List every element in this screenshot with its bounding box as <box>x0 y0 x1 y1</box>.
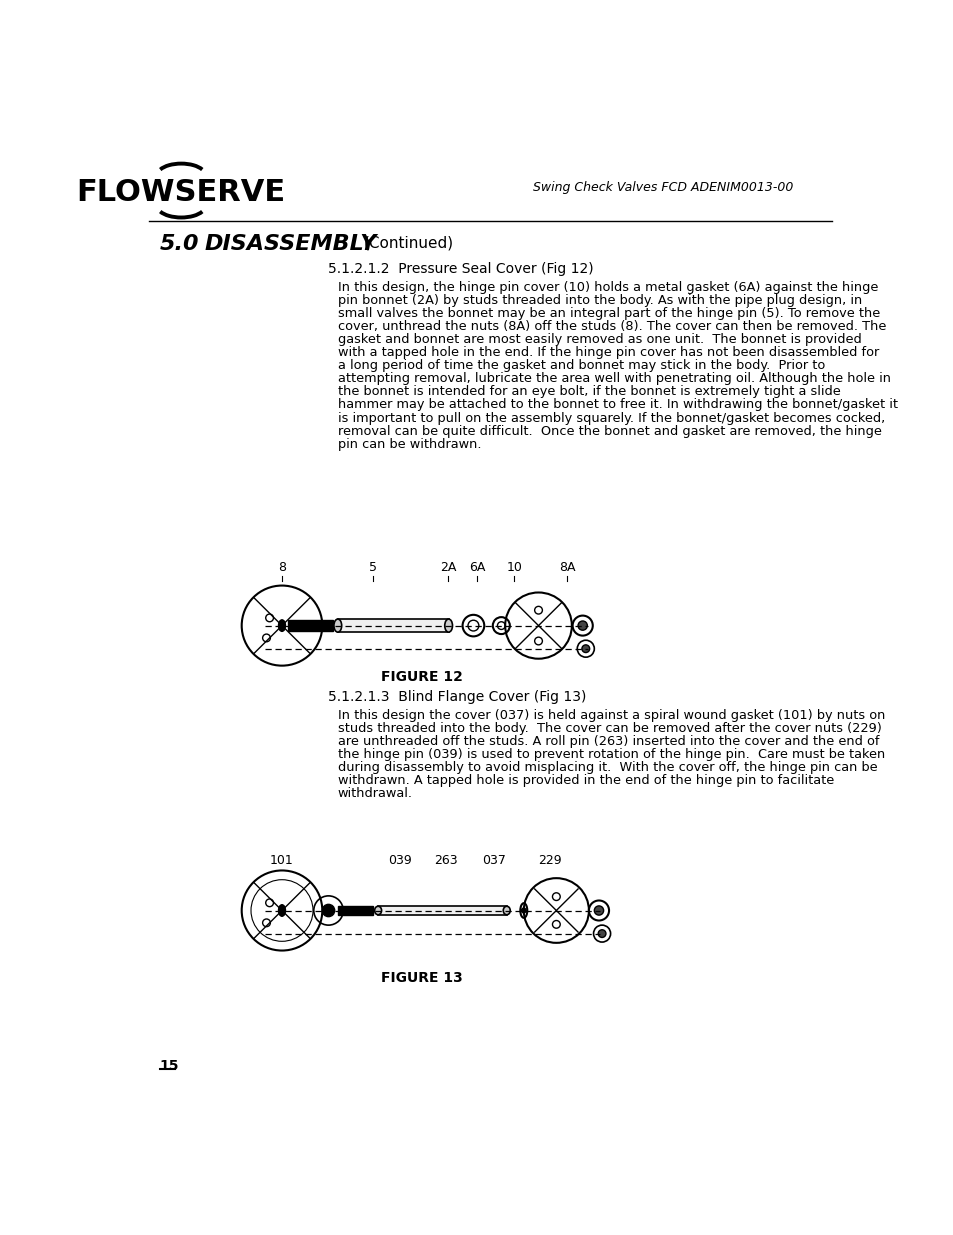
Text: 5: 5 <box>369 561 377 574</box>
Text: the hinge pin (039) is used to prevent rotation of the hinge pin.  Care must be : the hinge pin (039) is used to prevent r… <box>337 748 884 761</box>
Text: pin can be withdrawn.: pin can be withdrawn. <box>337 437 481 451</box>
Text: In this design the cover (037) is held against a spiral wound gasket (101) by nu: In this design the cover (037) is held a… <box>337 709 884 721</box>
Text: attempting removal, lubricate the area well with penetrating oil. Although the h: attempting removal, lubricate the area w… <box>337 372 890 385</box>
Text: pin bonnet (2A) by studs threaded into the body. As with the pipe plug design, i: pin bonnet (2A) by studs threaded into t… <box>337 294 862 306</box>
Ellipse shape <box>278 905 285 916</box>
Circle shape <box>521 908 525 913</box>
Text: during disassembly to avoid misplacing it.  With the cover off, the hinge pin ca: during disassembly to avoid misplacing i… <box>337 761 877 774</box>
Text: removal can be quite difficult.  Once the bonnet and gasket are removed, the hin: removal can be quite difficult. Once the… <box>337 425 881 437</box>
Text: 2A: 2A <box>439 561 456 574</box>
Text: hammer may be attached to the bonnet to free it. In withdrawing the bonnet/gaske: hammer may be attached to the bonnet to … <box>337 399 897 411</box>
Text: 15: 15 <box>159 1060 179 1073</box>
Text: 037: 037 <box>482 853 506 867</box>
Text: 10: 10 <box>506 561 522 574</box>
Text: gasket and bonnet are most easily removed as one unit.  The bonnet is provided: gasket and bonnet are most easily remove… <box>337 333 861 346</box>
Text: 5.1.2.1.2  Pressure Seal Cover (Fig 12): 5.1.2.1.2 Pressure Seal Cover (Fig 12) <box>328 262 594 277</box>
Text: DISASSEMBLY: DISASSEMBLY <box>204 235 376 254</box>
Ellipse shape <box>334 619 341 632</box>
Text: 263: 263 <box>434 853 457 867</box>
Text: (Continued): (Continued) <box>364 236 454 251</box>
Text: 8: 8 <box>277 561 286 574</box>
Ellipse shape <box>375 906 381 915</box>
Bar <box>337 906 373 915</box>
Bar <box>337 619 448 632</box>
Text: a long period of time the gasket and bonnet may stick in the body.  Prior to: a long period of time the gasket and bon… <box>337 359 824 372</box>
Text: cover, unthread the nuts (8A) off the studs (8). The cover can then be removed. : cover, unthread the nuts (8A) off the st… <box>337 320 885 333</box>
Text: Swing Check Valves FCD ADENIM0013-00: Swing Check Valves FCD ADENIM0013-00 <box>533 180 793 194</box>
Text: withdrawn. A tapped hole is provided in the end of the hinge pin to facilitate: withdrawn. A tapped hole is provided in … <box>337 774 833 787</box>
Circle shape <box>578 621 587 630</box>
Text: studs threaded into the body.  The cover can be removed after the cover nuts (22: studs threaded into the body. The cover … <box>337 721 881 735</box>
Text: 039: 039 <box>388 853 412 867</box>
Text: 5.0: 5.0 <box>159 235 199 254</box>
Text: are unthreaded off the studs. A roll pin (263) inserted into the cover and the e: are unthreaded off the studs. A roll pin… <box>337 735 879 748</box>
Text: FIGURE 12: FIGURE 12 <box>380 671 462 684</box>
Bar <box>377 906 506 915</box>
Ellipse shape <box>278 620 285 631</box>
Text: In this design, the hinge pin cover (10) holds a metal gasket (6A) against the h: In this design, the hinge pin cover (10)… <box>337 280 878 294</box>
Bar <box>288 620 333 631</box>
Ellipse shape <box>444 619 452 632</box>
Text: small valves the bonnet may be an integral part of the hinge pin (5). To remove : small valves the bonnet may be an integr… <box>337 306 879 320</box>
Text: 229: 229 <box>537 853 561 867</box>
Text: with a tapped hole in the end. If the hinge pin cover has not been disassembled : with a tapped hole in the end. If the hi… <box>337 346 878 359</box>
Circle shape <box>581 645 589 652</box>
Text: 6A: 6A <box>469 561 485 574</box>
Text: 5.1.2.1.3  Blind Flange Cover (Fig 13): 5.1.2.1.3 Blind Flange Cover (Fig 13) <box>328 689 586 704</box>
Circle shape <box>598 930 605 937</box>
Text: 8A: 8A <box>558 561 575 574</box>
Text: FIGURE 13: FIGURE 13 <box>380 971 462 984</box>
Circle shape <box>594 906 603 915</box>
Text: withdrawal.: withdrawal. <box>337 787 413 800</box>
Text: 101: 101 <box>270 853 294 867</box>
Text: the bonnet is intended for an eye bolt, if the bonnet is extremely tight a slide: the bonnet is intended for an eye bolt, … <box>337 385 840 399</box>
Circle shape <box>322 904 335 916</box>
Text: is important to pull on the assembly squarely. If the bonnet/gasket becomes cock: is important to pull on the assembly squ… <box>337 411 884 425</box>
Ellipse shape <box>503 906 510 915</box>
Text: FLOWSERVE: FLOWSERVE <box>76 178 286 206</box>
